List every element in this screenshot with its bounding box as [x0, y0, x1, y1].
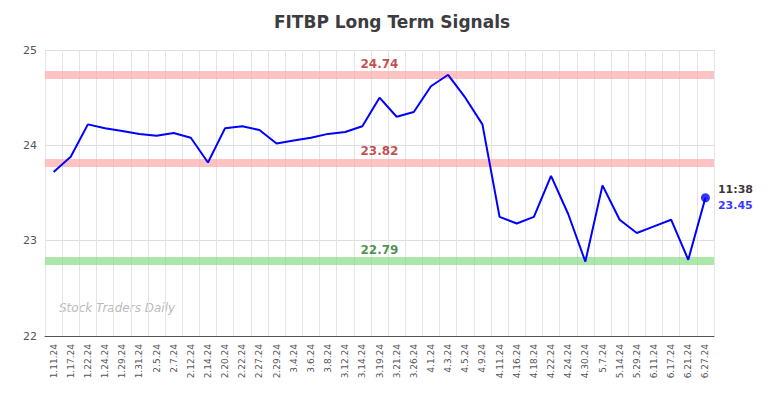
svg-text:2.22.24: 2.22.24	[237, 344, 247, 379]
svg-text:2.29.24: 2.29.24	[272, 344, 282, 379]
svg-text:2.7.24: 2.7.24	[169, 344, 179, 373]
svg-text:4.9.24: 4.9.24	[477, 344, 487, 373]
svg-text:3.4.24: 3.4.24	[289, 344, 299, 373]
svg-text:1.17.24: 1.17.24	[66, 344, 76, 379]
svg-text:6.27.24: 6.27.24	[700, 344, 710, 379]
svg-text:1.29.24: 1.29.24	[117, 344, 127, 379]
svg-text:4.11.24: 4.11.24	[495, 344, 505, 379]
svg-text:22.79: 22.79	[361, 243, 399, 257]
svg-text:4.30.24: 4.30.24	[580, 344, 590, 379]
svg-text:1.24.24: 1.24.24	[100, 344, 110, 379]
svg-text:2.27.24: 2.27.24	[254, 344, 264, 379]
svg-text:5.7.24: 5.7.24	[598, 344, 608, 373]
svg-text:4.1.24: 4.1.24	[426, 344, 436, 373]
svg-text:4.5.24: 4.5.24	[460, 344, 470, 373]
svg-text:2.12.24: 2.12.24	[186, 344, 196, 379]
svg-text:3.19.24: 3.19.24	[375, 344, 385, 379]
svg-text:5.29.24: 5.29.24	[632, 344, 642, 379]
svg-text:3.8.24: 3.8.24	[323, 344, 333, 373]
svg-text:22: 22	[23, 330, 37, 343]
svg-text:1.22.24: 1.22.24	[83, 344, 93, 379]
svg-text:4.18.24: 4.18.24	[529, 344, 539, 379]
svg-text:24: 24	[23, 139, 37, 152]
svg-text:6.17.24: 6.17.24	[666, 344, 676, 379]
svg-text:25: 25	[23, 44, 37, 57]
svg-text:4.22.24: 4.22.24	[546, 344, 556, 379]
svg-text:1.11.24: 1.11.24	[49, 344, 59, 379]
svg-text:6.11.24: 6.11.24	[649, 344, 659, 379]
svg-text:23.45: 23.45	[718, 199, 753, 212]
svg-text:3.12.24: 3.12.24	[340, 344, 350, 379]
svg-text:23.82: 23.82	[361, 144, 399, 158]
svg-text:3.21.24: 3.21.24	[392, 344, 402, 379]
svg-text:23: 23	[23, 234, 37, 247]
svg-text:3.26.24: 3.26.24	[409, 344, 419, 379]
svg-text:1.31.24: 1.31.24	[134, 344, 144, 379]
svg-text:24.74: 24.74	[361, 57, 399, 71]
svg-text:3.6.24: 3.6.24	[306, 344, 316, 373]
svg-text:4.16.24: 4.16.24	[512, 344, 522, 379]
svg-text:2.5.24: 2.5.24	[152, 344, 162, 373]
svg-text:Stock Traders Daily: Stock Traders Daily	[59, 301, 176, 315]
svg-text:5.14.24: 5.14.24	[615, 344, 625, 379]
svg-text:4.24.24: 4.24.24	[563, 344, 573, 379]
svg-text:4.3.24: 4.3.24	[443, 344, 453, 373]
svg-text:2.20.24: 2.20.24	[220, 344, 230, 379]
svg-text:3.14.24: 3.14.24	[357, 344, 367, 379]
svg-text:2.14.24: 2.14.24	[203, 344, 213, 379]
svg-text:11:38: 11:38	[718, 183, 753, 196]
svg-text:FITBP Long Term Signals: FITBP Long Term Signals	[274, 12, 510, 32]
svg-text:6.21.24: 6.21.24	[683, 344, 693, 379]
